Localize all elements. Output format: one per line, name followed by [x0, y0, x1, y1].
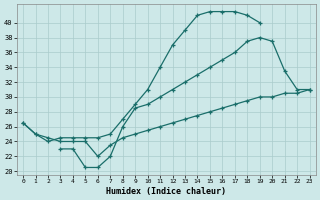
- X-axis label: Humidex (Indice chaleur): Humidex (Indice chaleur): [106, 187, 226, 196]
